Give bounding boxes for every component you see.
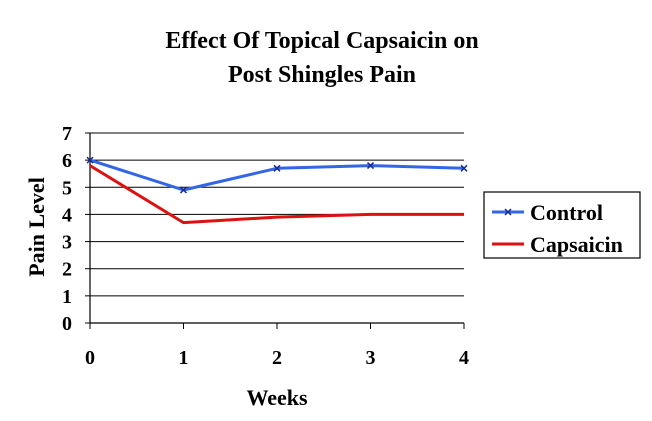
marker-stroke — [366, 162, 375, 170]
y-axis-title: Pain Level — [24, 177, 49, 277]
data-point-control — [273, 164, 281, 172]
marker-stroke — [460, 164, 468, 172]
series-lines — [86, 156, 468, 225]
legend: Control Capsaicin — [483, 191, 641, 259]
y-tick-label: 7 — [62, 123, 72, 145]
x-tick-label: 1 — [179, 347, 189, 369]
y-tick-label: 2 — [62, 259, 72, 281]
legend-label-control: Control — [530, 200, 603, 225]
legend-marker — [504, 208, 512, 216]
chart-title-line-2: Post Shingles Pain — [228, 62, 416, 88]
marker-stroke — [273, 164, 281, 172]
y-tick-label: 5 — [62, 177, 72, 199]
legend-box — [483, 191, 641, 259]
y-tick-label: 0 — [62, 313, 72, 335]
series-line-control — [89, 158, 465, 192]
axes — [85, 132, 465, 329]
data-point-control — [366, 162, 375, 170]
legend-label-capsaicin: Capsaicin — [530, 232, 623, 257]
chart-title-line-1: Effect Of Topical Capsaicin on — [165, 28, 478, 54]
y-tick-labels: 0 1 2 3 4 5 6 7 — [62, 123, 72, 335]
x-tick-label: 4 — [459, 347, 469, 369]
data-point-control — [86, 156, 94, 164]
y-tick-label: 1 — [62, 286, 72, 308]
x-tick-labels: 0 1 2 3 4 — [85, 347, 469, 369]
x-axis-title: Weeks — [246, 385, 308, 410]
data-point-control — [179, 186, 188, 194]
y-tick-label: 3 — [62, 232, 72, 254]
data-point-control — [460, 164, 468, 172]
x-tick-label: 3 — [366, 347, 376, 369]
y-tick-label: 6 — [62, 150, 72, 172]
marker-stroke — [179, 186, 188, 194]
x-tick-label: 0 — [85, 347, 95, 369]
series-line-capsaicin — [89, 164, 464, 225]
x-tick-label: 2 — [272, 347, 282, 369]
marker-stroke — [86, 156, 94, 164]
gridlines — [90, 132, 464, 297]
y-tick-label: 4 — [62, 204, 72, 226]
